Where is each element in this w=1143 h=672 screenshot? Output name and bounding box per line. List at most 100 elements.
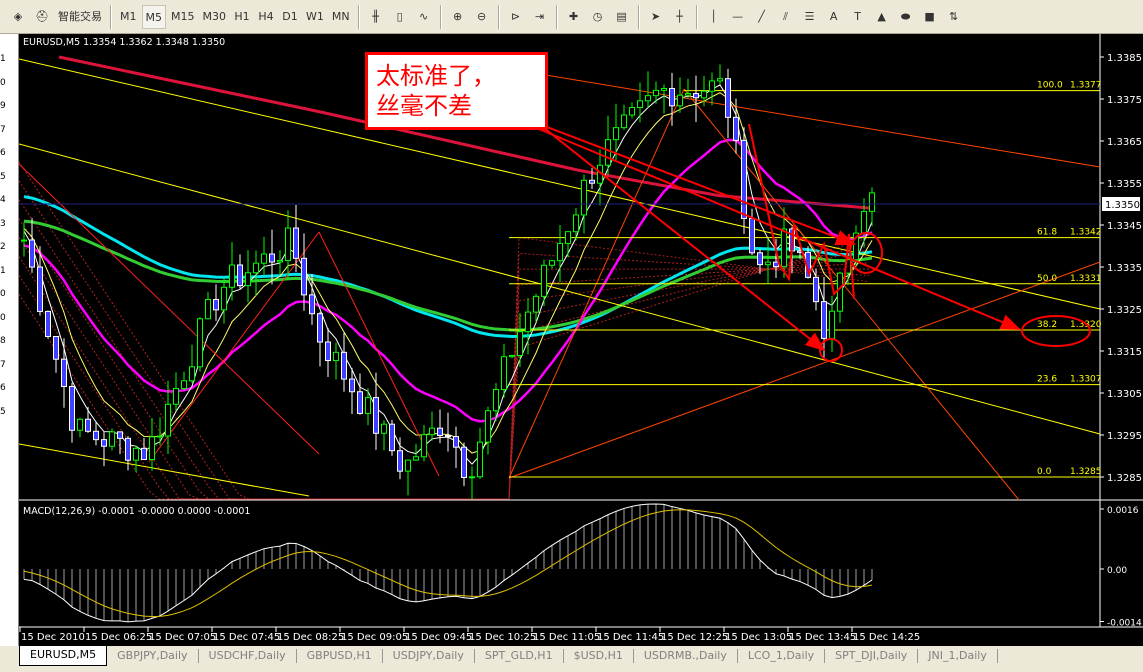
templates-icon[interactable]: ▤: [616, 9, 627, 23]
candle: [653, 89, 659, 97]
triangle-icon[interactable]: ▲: [877, 9, 886, 23]
vertical-line-icon[interactable]: │: [710, 9, 717, 23]
equidistant-channel-icon[interactable]: ⫽: [783, 9, 789, 23]
candle: [461, 446, 467, 478]
bar-chart-icon[interactable]: ╫: [372, 9, 379, 23]
price-tick-label: 1.3345: [1107, 221, 1142, 232]
chart-window[interactable]: 1.3385 1.3375 1.3365 1.3355 1.3345 1.3335 1.33…: [19, 34, 1143, 646]
annotation-arrow: [538, 128, 1021, 330]
candle: [133, 447, 139, 461]
candle: [509, 354, 515, 358]
chart-shift-icon[interactable]: ⊳: [511, 9, 521, 23]
candle: [93, 430, 99, 441]
navigator-value: 0: [0, 289, 6, 299]
timeframe-h4[interactable]: H4: [258, 9, 274, 23]
navigator-strip: 1 0 9 7 6 5 4 3 2 1 0 0 8 7 6 5: [0, 34, 19, 646]
arrows-icon[interactable]: ⇅: [949, 9, 959, 23]
candle: [669, 88, 675, 107]
candle: [421, 434, 427, 458]
crosshair-icon[interactable]: ┼: [676, 9, 683, 23]
navigator-value: 9: [0, 101, 6, 111]
annotation-arrow: [538, 123, 826, 352]
chart-header: EURUSD,M5 1.3354 1.3362 1.3348 1.3350: [23, 37, 226, 48]
tab-eurusd-m5[interactable]: EURUSD,M5: [19, 646, 108, 666]
price-chart[interactable]: 1.3385 1.3375 1.3365 1.3355 1.3345 1.3335 1.33…: [19, 34, 1143, 646]
price-tick-label: 1.3385: [1107, 53, 1142, 64]
candle: [485, 410, 491, 443]
tab--usd-h1[interactable]: $USD,H1: [564, 649, 634, 663]
fibonacci-icon[interactable]: ☰: [804, 9, 815, 23]
current-price-label: 1.3350: [1105, 200, 1140, 211]
tab-spt-dji-daily[interactable]: SPT_DJI,Daily: [825, 649, 919, 663]
tab-usdjpy-daily[interactable]: USDJPY,Daily: [383, 649, 475, 663]
line-chart-icon[interactable]: ∿: [419, 9, 429, 23]
rectangle-icon[interactable]: ■: [924, 9, 935, 23]
periods-icon[interactable]: ◷: [592, 9, 603, 23]
toolbar-separator: [357, 4, 360, 29]
expert-advisor-icon[interactable]: ⛑: [35, 9, 49, 23]
candle: [821, 301, 827, 339]
tab-spt-gld-h1[interactable]: SPT_GLD,H1: [475, 649, 564, 663]
candlestick-icon[interactable]: ▯: [396, 9, 403, 23]
text-icon[interactable]: A: [829, 9, 838, 23]
ellipse-icon[interactable]: ⬬: [900, 9, 911, 23]
fib-level-label: 38.2: [1037, 320, 1057, 330]
trendline: [318, 231, 440, 477]
timeframe-h1[interactable]: H1: [234, 9, 250, 23]
candle: [533, 295, 539, 313]
timeframe-m5[interactable]: M5: [141, 4, 166, 29]
timeframe-d1[interactable]: D1: [282, 9, 298, 23]
timeframe-mn[interactable]: MN: [331, 9, 350, 23]
tab-usdrmb-daily[interactable]: USDRMB.,Daily: [634, 649, 738, 663]
navigator-value: 2: [0, 242, 6, 252]
tab-usdchf-daily[interactable]: USDCHF,Daily: [199, 649, 297, 663]
trendline: [683, 88, 1020, 501]
candle: [757, 252, 763, 266]
trendline: [19, 163, 320, 455]
candle: [213, 299, 219, 311]
tab-gbpusd-h1[interactable]: GBPUSD,H1: [297, 649, 383, 663]
autoscroll-icon[interactable]: ⇥: [535, 9, 545, 23]
expert-advisors-button[interactable]: 智能交易: [58, 9, 102, 23]
candle: [525, 311, 531, 333]
alert-icon[interactable]: ◈: [13, 9, 23, 23]
zoom-in-icon[interactable]: ⊕: [453, 9, 463, 23]
candle: [53, 336, 59, 360]
timeframe-m15[interactable]: M15: [171, 9, 195, 23]
trendline-icon[interactable]: ╱: [758, 9, 765, 23]
time-tick-label: 15 Dec 09:05: [341, 632, 408, 643]
fib-price-label: 1.3285: [1070, 467, 1102, 477]
toolbar-separator: [555, 4, 558, 29]
fib-level-label: 100.0: [1037, 81, 1063, 91]
tab-jni-1-daily[interactable]: JNI_1,Daily: [918, 649, 998, 663]
time-tick-label: 15 Dec 13:45: [789, 632, 856, 643]
candle: [221, 286, 227, 311]
timeframe-m30[interactable]: M30: [202, 9, 227, 23]
candle: [61, 358, 67, 387]
new-indicator-icon[interactable]: ✚: [569, 9, 579, 23]
candle: [605, 139, 611, 166]
time-tick-label: 15 Dec 10:25: [469, 632, 536, 643]
fib-level-label: 61.8: [1037, 228, 1057, 238]
price-tick-label: 1.3375: [1107, 95, 1142, 106]
fib-level-label: 0.0: [1037, 467, 1052, 477]
horizontal-line-icon[interactable]: —: [732, 9, 744, 23]
cursor-icon[interactable]: ➤: [651, 9, 661, 23]
timeframe-w1[interactable]: W1: [306, 9, 324, 23]
trendline: [19, 443, 310, 497]
candle: [861, 210, 867, 234]
tab-lco-1-daily[interactable]: LCO_1,Daily: [738, 649, 826, 663]
zoom-out-icon[interactable]: ⊖: [477, 9, 487, 23]
navigator-value: 7: [0, 359, 6, 370]
toolbar-separator: [439, 4, 442, 29]
tab-gbpjpy-daily[interactable]: GBPJPY,Daily: [107, 649, 199, 663]
annotation-circle: [1021, 315, 1091, 347]
timeframe-m1[interactable]: M1: [120, 9, 137, 23]
candle: [717, 78, 723, 82]
text-label-icon[interactable]: T: [854, 9, 861, 23]
candle: [173, 388, 179, 405]
candle: [565, 231, 571, 244]
candle: [365, 397, 371, 414]
candle: [869, 192, 875, 212]
ma-ribbon-line: [19, 180, 870, 500]
